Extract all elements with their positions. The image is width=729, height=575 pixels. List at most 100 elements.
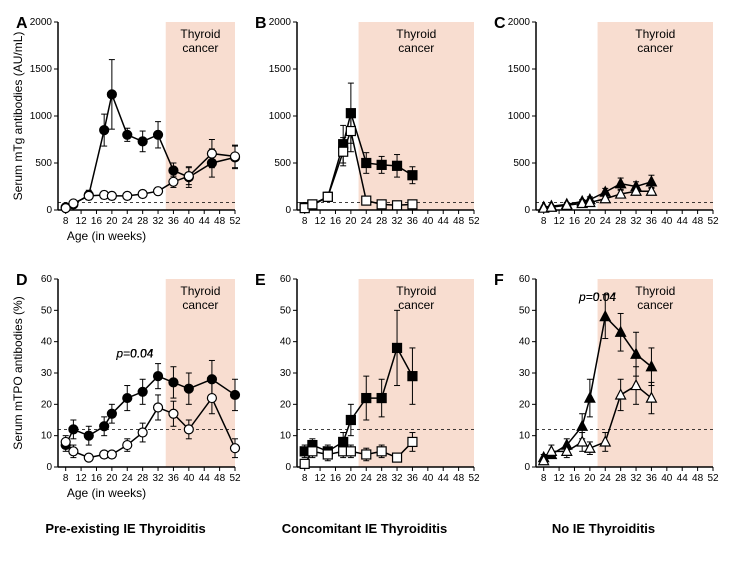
svg-text:cancer: cancer (182, 298, 218, 312)
col-title-1: Concomitant IE Thyroiditis (249, 521, 480, 536)
svg-text:28: 28 (376, 473, 388, 484)
svg-text:36: 36 (646, 473, 658, 484)
svg-text:cancer: cancer (637, 298, 673, 312)
svg-text:8: 8 (541, 216, 547, 227)
svg-text:0: 0 (285, 462, 291, 473)
svg-text:1000: 1000 (30, 111, 53, 122)
svg-text:16: 16 (569, 473, 581, 484)
svg-text:30: 30 (280, 368, 292, 379)
svg-text:28: 28 (137, 473, 149, 484)
svg-text:48: 48 (214, 216, 226, 227)
svg-text:32: 32 (630, 216, 642, 227)
svg-text:40: 40 (280, 336, 292, 347)
svg-text:20: 20 (345, 216, 357, 227)
svg-text:2000: 2000 (508, 17, 531, 28)
svg-text:32: 32 (391, 473, 403, 484)
svg-text:cancer: cancer (182, 41, 218, 55)
svg-text:44: 44 (199, 216, 211, 227)
svg-text:500: 500 (35, 158, 52, 169)
svg-text:28: 28 (615, 473, 627, 484)
svg-text:Thyroid: Thyroid (396, 27, 436, 41)
svg-text:Serum mTg antibodies (AU/mL): Serum mTg antibodies (AU/mL) (11, 32, 25, 201)
svg-text:Age (in weeks): Age (in weeks) (67, 486, 146, 500)
svg-text:Thyroid: Thyroid (396, 284, 436, 298)
svg-text:32: 32 (630, 473, 642, 484)
svg-text:28: 28 (137, 216, 149, 227)
panel-F: 010203040506081216202428323640444852Thyr… (488, 267, 719, 516)
svg-text:20: 20 (41, 399, 53, 410)
svg-text:36: 36 (646, 216, 658, 227)
svg-text:cancer: cancer (398, 41, 434, 55)
svg-text:50: 50 (519, 305, 531, 316)
svg-text:28: 28 (376, 216, 388, 227)
svg-text:Thyroid: Thyroid (635, 284, 675, 298)
svg-text:40: 40 (422, 216, 434, 227)
panel-D: 010203040506081216202428323640444852Thyr… (10, 267, 241, 516)
svg-text:24: 24 (122, 473, 134, 484)
svg-text:10: 10 (280, 430, 292, 441)
svg-text:20: 20 (345, 473, 357, 484)
panel-C: 050010001500200081216202428323640444852T… (488, 10, 719, 259)
svg-text:1500: 1500 (30, 64, 53, 75)
svg-text:30: 30 (41, 368, 53, 379)
svg-text:48: 48 (692, 473, 704, 484)
svg-text:40: 40 (519, 336, 531, 347)
svg-text:8: 8 (63, 216, 69, 227)
panel-E: 010203040506081216202428323640444852Thyr… (249, 267, 480, 516)
svg-text:48: 48 (214, 473, 226, 484)
svg-text:36: 36 (168, 473, 180, 484)
svg-text:60: 60 (280, 274, 292, 285)
svg-text:20: 20 (106, 216, 118, 227)
svg-text:40: 40 (661, 473, 673, 484)
svg-text:52: 52 (707, 473, 719, 484)
svg-text:E: E (255, 272, 266, 289)
svg-text:20: 20 (280, 399, 292, 410)
svg-text:32: 32 (152, 216, 164, 227)
svg-text:cancer: cancer (398, 298, 434, 312)
svg-text:Age (in weeks): Age (in weeks) (67, 229, 146, 243)
svg-text:30: 30 (519, 368, 531, 379)
svg-text:0: 0 (46, 205, 52, 216)
panel-A: 050010001500200081216202428323640444852T… (10, 10, 241, 259)
svg-text:44: 44 (438, 216, 450, 227)
svg-text:F: F (494, 272, 504, 289)
svg-text:8: 8 (302, 216, 308, 227)
svg-text:50: 50 (280, 305, 292, 316)
svg-text:1000: 1000 (508, 111, 531, 122)
svg-text:52: 52 (229, 216, 241, 227)
svg-text:10: 10 (519, 430, 531, 441)
svg-text:52: 52 (229, 473, 241, 484)
svg-text:24: 24 (122, 216, 134, 227)
svg-text:24: 24 (600, 473, 612, 484)
svg-text:44: 44 (199, 473, 211, 484)
col-title-0: Pre-existing IE Thyroiditis (10, 521, 241, 536)
svg-text:50: 50 (41, 305, 53, 316)
col-title-2: No IE Thyroiditis (488, 521, 719, 536)
svg-text:52: 52 (468, 473, 480, 484)
svg-text:B: B (255, 15, 267, 32)
svg-text:500: 500 (513, 158, 530, 169)
svg-text:12: 12 (554, 216, 566, 227)
svg-text:60: 60 (519, 274, 531, 285)
svg-text:24: 24 (600, 216, 612, 227)
svg-text:0: 0 (524, 462, 530, 473)
svg-text:1000: 1000 (269, 111, 292, 122)
svg-text:36: 36 (407, 473, 419, 484)
svg-text:2000: 2000 (30, 17, 53, 28)
svg-text:48: 48 (692, 216, 704, 227)
svg-text:8: 8 (302, 473, 308, 484)
svg-text:1500: 1500 (269, 64, 292, 75)
svg-text:12: 12 (554, 473, 566, 484)
svg-text:p=0.04: p=0.04 (578, 289, 616, 303)
svg-text:Thyroid: Thyroid (635, 27, 675, 41)
column-titles: Pre-existing IE Thyroiditis Concomitant … (10, 521, 719, 536)
svg-text:8: 8 (63, 473, 69, 484)
svg-text:p=0.04: p=0.04 (115, 346, 153, 360)
svg-text:40: 40 (183, 473, 195, 484)
svg-text:44: 44 (677, 216, 689, 227)
svg-text:48: 48 (453, 216, 465, 227)
svg-text:cancer: cancer (637, 41, 673, 55)
svg-text:40: 40 (183, 216, 195, 227)
svg-text:20: 20 (519, 399, 531, 410)
svg-text:48: 48 (453, 473, 465, 484)
